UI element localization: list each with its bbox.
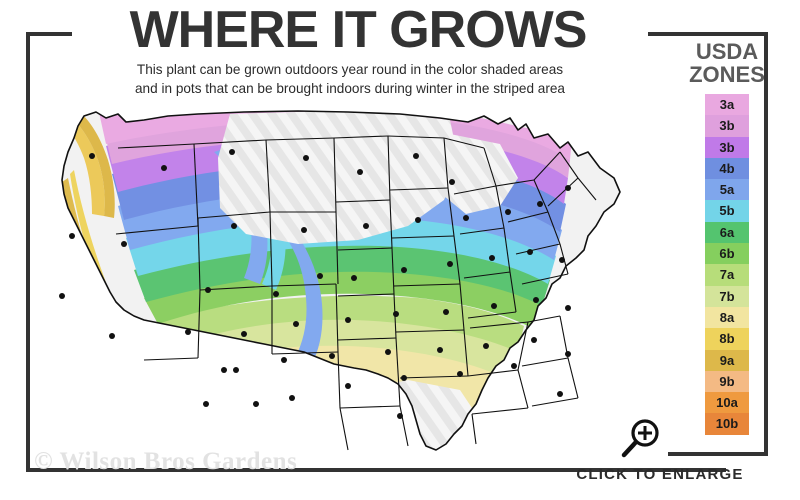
legend-zone-3a-0[interactable]: 3a (705, 94, 749, 116)
legend-zone-7b-9[interactable]: 7b (705, 285, 749, 307)
usda-zones-legend: USDA ZONES 3a 3b 3b 4b 5a 5b 6a 6b 7a 7b 8a 8b 9a 9b 1… (672, 40, 782, 435)
magnifier-svg (621, 419, 659, 458)
usda-zone-map[interactable] (48, 108, 668, 458)
legend-zone-9a-12[interactable]: 9a (705, 349, 749, 371)
legend-zone-5b-5[interactable]: 5b (705, 200, 749, 222)
zone-coastal-ca-8b (70, 170, 148, 370)
watermark-credit: © Wilson Bros Gardens (34, 448, 298, 475)
legend-zone-8a-10[interactable]: 8a (705, 306, 749, 329)
legend-zone-10b-15[interactable]: 10b (705, 413, 749, 435)
zone-coastal-ca-9a (62, 178, 140, 370)
magnifier-plus-icon[interactable] (618, 418, 664, 458)
zone-mountain-cool-1 (214, 148, 268, 284)
zone-mountain-cool-2 (242, 160, 286, 290)
frame-border-bottom (26, 468, 726, 472)
frame-border-bottom-right (640, 452, 768, 456)
legend-zone-6b-7[interactable]: 6b (705, 243, 749, 265)
legend-zone-4b-3[interactable]: 4b (705, 157, 749, 180)
legend-title-line-2: ZONES (689, 62, 765, 87)
legend-title: USDA ZONES (672, 40, 782, 86)
legend-zone-5a-4[interactable]: 5a (705, 179, 749, 201)
zone-band-7b (178, 317, 514, 380)
striped-northern-plains (218, 111, 460, 244)
page-title: WHERE IT GROWS (129, 1, 588, 59)
zone-band-6a (134, 243, 550, 306)
subtitle-line-2: and in pots that can be brought indoors … (135, 81, 565, 96)
map-svg (48, 108, 668, 458)
zone-rockies-cool (282, 230, 323, 364)
subtitle: This plant can be grown outdoors year ro… (60, 60, 640, 98)
legend-zone-7a-8[interactable]: 7a (705, 264, 749, 286)
zone-band-7a (158, 295, 524, 352)
frame-border-top-left (26, 32, 72, 36)
legend-zone-6a-6[interactable]: 6a (705, 221, 749, 244)
zone-pnw-9a (74, 114, 115, 218)
frame-border-top-right (648, 32, 768, 36)
map-state-outlines (61, 110, 621, 451)
legend-title-line-1: USDA (695, 39, 759, 64)
legend-swatch-list: 3a 3b 3b 4b 5a 5b 6a 6b 7a 7b 8a 8b 9a 9b 10a 10b (672, 94, 782, 435)
legend-zone-8b-11[interactable]: 8b (705, 328, 749, 350)
legend-zone-3b-1[interactable]: 3b (705, 115, 749, 137)
legend-zone-3b-2[interactable]: 3b (705, 136, 749, 158)
subtitle-line-1: This plant can be grown outdoors year ro… (136, 62, 564, 77)
zone-band-5b (126, 211, 556, 284)
frame-border-left (26, 32, 30, 472)
click-to-enlarge-label[interactable]: CLICK TO ENLARGE (576, 466, 744, 483)
map-city-dots (59, 149, 571, 419)
legend-zone-10a-14[interactable]: 10a (705, 392, 749, 414)
frame-border-right (764, 32, 768, 456)
zone-band-6b (144, 271, 540, 328)
legend-zone-9b-13[interactable]: 9b (705, 370, 749, 393)
zone-pnw-8a (64, 120, 105, 216)
